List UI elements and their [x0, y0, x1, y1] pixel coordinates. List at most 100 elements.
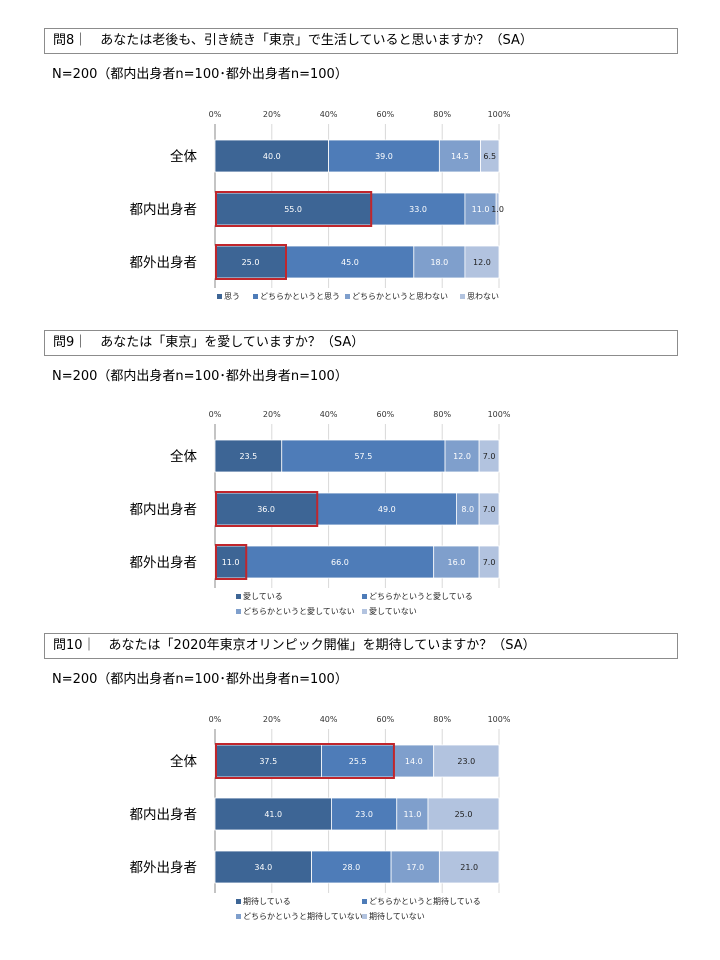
bar-segment [438, 850, 500, 884]
data-label: 16.0 [447, 558, 465, 567]
legend-label: どちらかというと愛している [369, 591, 473, 601]
data-label: 14.0 [405, 757, 423, 766]
bar-segment [285, 245, 415, 279]
data-label: 7.0 [483, 558, 496, 567]
data-label: 14.5 [451, 152, 469, 161]
bar-segment [390, 850, 440, 884]
question-title-8: 問8｜ あなたは老後も、引き続き「東京」で生活していると思いますか？（SA） [44, 28, 678, 54]
legend-swatch [362, 914, 367, 919]
x-tick-label: 40% [320, 110, 338, 119]
data-label: 66.0 [331, 558, 349, 567]
x-tick-label: 20% [263, 715, 281, 724]
x-tick-label: 60% [377, 110, 395, 119]
bar-segment [464, 192, 497, 226]
legend-swatch [362, 899, 367, 904]
question-title-10: 問10｜ あなたは「2020年東京オリンピック開催」を期待していますか？（SA） [44, 633, 678, 659]
bar-segment [214, 192, 372, 226]
bar-segment [311, 850, 392, 884]
legend-label: 期待していない [369, 911, 425, 921]
bar-segment [331, 797, 398, 831]
legend-swatch [253, 294, 258, 299]
data-label: 40.0 [263, 152, 281, 161]
bar-segment [393, 744, 435, 778]
data-label: 11.0 [222, 558, 240, 567]
data-label: 11.0 [403, 810, 421, 819]
category-label: 都内出身者 [130, 202, 198, 218]
sample-size-9: N=200（都内出身者n=100･都外出身者n=100） [52, 369, 348, 384]
bar-segment [214, 545, 247, 579]
category-label: 都内出身者 [130, 807, 198, 823]
category-label: 都内出身者 [130, 502, 198, 518]
category-label: 全体 [170, 448, 197, 465]
legend-label: どちらかというと愛していない [243, 606, 355, 616]
legend-label: 愛している [243, 591, 283, 601]
highlight-box [215, 191, 373, 227]
data-label: 7.0 [483, 505, 496, 514]
data-label: 49.0 [378, 505, 396, 514]
data-label: 45.0 [341, 258, 359, 267]
bar-segment [480, 139, 500, 173]
highlight-box [215, 491, 319, 527]
legend-swatch [236, 609, 241, 614]
x-tick-label: 0% [209, 410, 222, 419]
bar-segment [413, 245, 466, 279]
data-label: 21.0 [460, 863, 478, 872]
data-label: 23.5 [239, 452, 257, 461]
sample-size-8: N=200（都内出身者n=100･都外出身者n=100） [52, 67, 348, 82]
bar-segment [328, 139, 440, 173]
legend-label: どちらかというと思う [260, 292, 340, 301]
x-tick-label: 20% [263, 410, 281, 419]
data-label: 23.0 [355, 810, 373, 819]
category-label: 全体 [170, 148, 197, 165]
legend-label: 愛していない [369, 606, 417, 616]
data-label: 8.0 [461, 505, 474, 514]
x-tick-label: 60% [377, 715, 395, 724]
bar-segment [464, 245, 500, 279]
chart-q8: 0% 20% 40% 60% 80% 100% 全体 40.0 39.0 14.5 6.5 都内出身者… [130, 110, 511, 301]
data-label: 6.5 [483, 152, 496, 161]
legend-swatch [362, 609, 367, 614]
bar-segment [478, 492, 500, 526]
legend-label: どちらかというと思わない [352, 292, 448, 301]
data-label: 25.0 [242, 258, 260, 267]
legend-swatch [236, 899, 241, 904]
chart-q9: 0% 20% 40% 60% 80% 100% 全体 23.5 57.5 12.0 7.0 都内出身者… [130, 410, 511, 616]
bar-segment [433, 545, 480, 579]
legend-swatch [236, 594, 241, 599]
x-tick-label: 40% [320, 410, 338, 419]
bar-segment [370, 192, 466, 226]
x-tick-label: 80% [433, 110, 451, 119]
bar-segment [444, 439, 480, 473]
x-tick-label: 0% [209, 110, 222, 119]
x-tick-label: 80% [433, 410, 451, 419]
category-label: 都外出身者 [130, 555, 198, 571]
legend-swatch [345, 294, 350, 299]
bar-segment [245, 545, 435, 579]
bar-segment [281, 439, 446, 473]
x-tick-label: 20% [263, 110, 281, 119]
bar-segment [214, 439, 283, 473]
highlight-box [215, 244, 287, 280]
data-label: 1.0 [491, 205, 504, 214]
category-label: 都外出身者 [130, 255, 198, 271]
question-title-9: 問9｜ あなたは「東京」を愛していますか？（SA） [44, 330, 678, 356]
legend-swatch [236, 914, 241, 919]
legend-label: 思う [224, 292, 240, 301]
data-label: 12.0 [453, 452, 471, 461]
chart-q10: 0% 20% 40% 60% 80% 100% 全体 37.5 25.5 14.0 23.0 都内出身… [130, 715, 511, 921]
data-label: 55.0 [284, 205, 302, 214]
x-tick-label: 0% [209, 715, 222, 724]
x-tick-label: 80% [433, 715, 451, 724]
category-label: 全体 [170, 753, 197, 770]
legend-swatch [362, 594, 367, 599]
highlight-box [215, 743, 395, 779]
x-tick-label: 100% [488, 715, 511, 724]
data-label: 37.5 [259, 757, 277, 766]
legend-label: どちらかというと期待していない [243, 911, 363, 921]
bar-segment [214, 850, 312, 884]
data-label: 39.0 [375, 152, 393, 161]
category-label: 都外出身者 [130, 860, 198, 876]
data-label: 18.0 [430, 258, 448, 267]
data-label: 57.5 [354, 452, 372, 461]
data-label: 41.0 [264, 810, 282, 819]
